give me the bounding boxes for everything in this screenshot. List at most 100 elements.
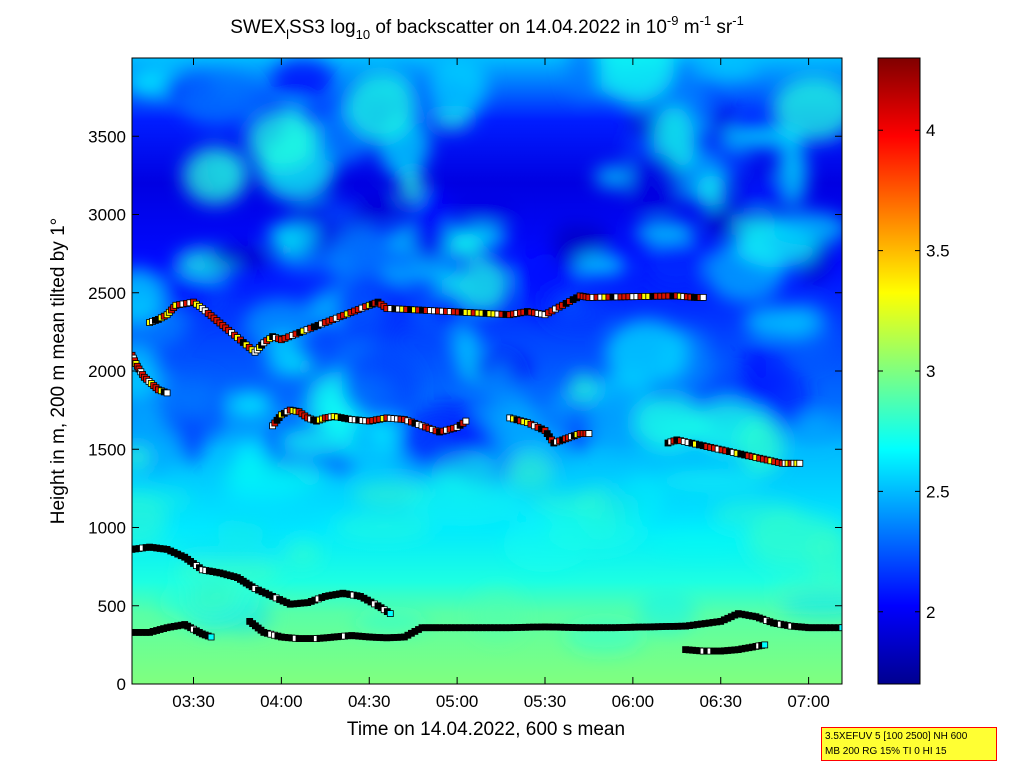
heatmap-blob	[159, 373, 229, 442]
heatmap-blob	[132, 489, 193, 511]
heatmap-blob	[738, 175, 791, 208]
heatmap-blob	[594, 165, 638, 189]
heatmap-blob	[505, 451, 555, 492]
heatmap-blob	[708, 104, 736, 140]
heatmap-blob	[644, 240, 709, 289]
data-point	[838, 624, 842, 632]
x-axis-ticks: 03:30 04:00 04:30 05:00 05:30 06:00 06:30 07:00	[172, 58, 830, 711]
info-box-line-1: 3.5XEFUV 5 [100 2500] NH 600	[825, 731, 968, 742]
heatmap-blob	[658, 469, 762, 493]
heatmap-blob	[341, 350, 420, 421]
info-box-line-2: MB 200 RG 15% TI 0 HI 15	[825, 746, 947, 757]
x-tick-label: 05:00	[436, 692, 479, 711]
heatmap-blob	[603, 480, 652, 513]
x-tick-label: 07:00	[787, 692, 830, 711]
colorbar-tick-label: 4	[926, 121, 935, 140]
data-point	[585, 430, 593, 438]
heatmap-blob	[633, 394, 703, 451]
y-tick-label: 0	[117, 675, 126, 694]
y-tick-label: 1000	[88, 519, 126, 538]
heatmap-texture	[132, 58, 842, 654]
colorbar-tick-label: 2.5	[926, 482, 950, 501]
x-tick-label: 03:30	[172, 692, 215, 711]
y-tick-label: 500	[98, 597, 126, 616]
heatmap-blob	[354, 612, 428, 633]
y-tick-label: 2000	[88, 362, 126, 381]
heatmap-blob	[634, 221, 696, 245]
heatmap-blob	[265, 331, 301, 377]
heatmap-blob	[450, 327, 481, 365]
heatmap-blob	[317, 201, 359, 225]
heatmap-blob	[246, 108, 319, 171]
chart-title: SWEXlSS3 log10 of backscatter on 14.04.2…	[230, 13, 744, 42]
heatmap-blob	[175, 531, 294, 563]
info-box: 3.5XEFUV 5 [100 2500] NH 600 MB 200 RG 1…	[821, 727, 997, 761]
heatmap-blob	[178, 71, 257, 127]
heatmap-blob	[414, 188, 449, 235]
heatmap-blob	[767, 211, 842, 245]
y-tick-label: 3500	[88, 127, 126, 146]
heatmap-blob	[210, 495, 325, 535]
heatmap-blob	[627, 152, 683, 215]
x-tick-label: 06:30	[699, 692, 742, 711]
heatmap-blob	[705, 203, 739, 238]
heatmap-blob	[744, 306, 821, 339]
heatmap-blob	[591, 58, 675, 103]
heatmap-blob	[459, 256, 510, 313]
data-point	[163, 389, 171, 397]
heatmap-blob	[460, 191, 516, 224]
x-tick-label: 04:30	[348, 692, 391, 711]
heatmap-blob	[721, 126, 805, 147]
x-axis-label: Time on 14.04.2022, 600 s mean	[347, 719, 625, 740]
heatmap-blob	[637, 592, 697, 633]
heatmap-blob	[566, 58, 602, 101]
heatmap-plot-area	[132, 58, 842, 684]
heatmap-blob	[182, 147, 248, 205]
heatmap-blob	[575, 254, 628, 276]
x-tick-label: 04:00	[260, 692, 303, 711]
colorbar-tick-label: 2	[926, 603, 935, 622]
x-tick-label: 05:30	[524, 692, 567, 711]
heatmap-blob	[550, 391, 576, 425]
heatmap-blob	[449, 233, 484, 261]
colorbar	[877, 57, 921, 685]
y-tick-label: 3000	[88, 206, 126, 225]
marker-layer	[132, 292, 842, 655]
heatmap-blob	[738, 345, 767, 409]
heatmap-blob	[429, 58, 488, 118]
heatmap-blob	[353, 196, 401, 221]
data-point	[761, 641, 769, 649]
heatmap-blob	[266, 222, 320, 248]
x-tick-label: 06:00	[612, 692, 655, 711]
heatmap-blob	[793, 414, 831, 442]
colorbar-tick-label: 3	[926, 362, 935, 381]
heatmap-blob	[132, 446, 150, 469]
heatmap-blob	[470, 588, 525, 641]
heatmap-blob	[346, 72, 415, 141]
heatmap-blob	[207, 246, 274, 268]
data-point	[796, 459, 804, 467]
y-axis-ticks: 0 500 1000 1500 2000 2500 3000 3500	[88, 127, 842, 694]
heatmap-blob	[761, 365, 811, 428]
data-point	[386, 610, 394, 617]
heatmap-blob	[405, 481, 523, 526]
heatmap-blob	[271, 58, 334, 100]
heatmap-blob	[188, 583, 239, 615]
colorbar-ticks: 2 2.5 3 3.5 4	[878, 121, 950, 622]
heatmap-blob	[687, 58, 760, 79]
y-tick-label: 1500	[88, 440, 126, 459]
heatmap-blob	[484, 362, 514, 416]
data-point	[699, 293, 707, 301]
heatmap-blob	[383, 262, 464, 285]
heatmap-blob	[132, 268, 164, 323]
data-point	[462, 417, 470, 425]
heatmap-blob	[696, 174, 728, 211]
heatmap-blob	[227, 391, 273, 418]
heatmap-blob	[568, 372, 598, 405]
heatmap-blob	[746, 514, 832, 573]
y-axis-label: Height in m, 200 m mean tilted by 1°	[48, 218, 69, 524]
heatmap-blob	[644, 528, 756, 559]
heatmap-blob	[605, 319, 689, 388]
heatmap-blob	[544, 507, 645, 554]
